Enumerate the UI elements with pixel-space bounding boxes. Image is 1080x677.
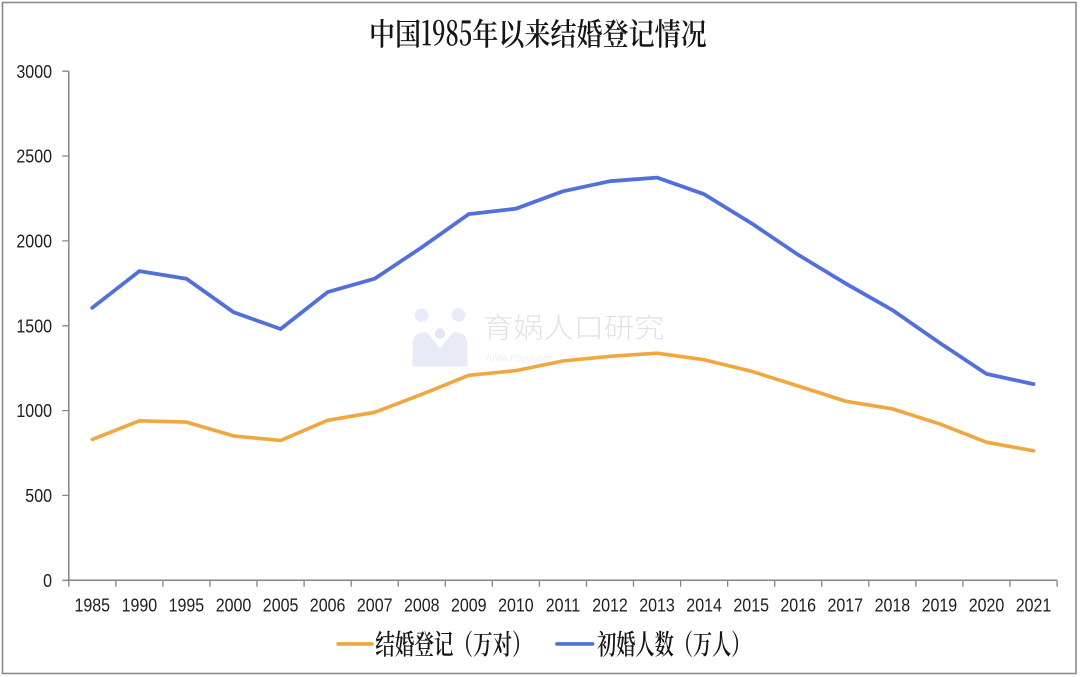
svg-text:2006: 2006: [310, 596, 346, 616]
svg-text:2009: 2009: [451, 596, 487, 616]
svg-text:0: 0: [43, 571, 52, 591]
svg-text:2020: 2020: [969, 596, 1005, 616]
svg-text:2008: 2008: [404, 596, 440, 616]
svg-text:2014: 2014: [686, 596, 722, 616]
svg-text:500: 500: [25, 486, 52, 506]
svg-text:2018: 2018: [875, 596, 911, 616]
svg-text:2021: 2021: [1016, 596, 1052, 616]
svg-text:2013: 2013: [639, 596, 675, 616]
svg-text:1990: 1990: [122, 596, 158, 616]
svg-text:2012: 2012: [592, 596, 628, 616]
svg-text:1500: 1500: [16, 317, 52, 337]
svg-text:1995: 1995: [169, 596, 205, 616]
svg-text:2000: 2000: [16, 232, 52, 252]
svg-text:2015: 2015: [733, 596, 769, 616]
svg-text:2011: 2011: [546, 596, 580, 616]
svg-text:2007: 2007: [357, 596, 393, 616]
svg-text:YuWa Population: YuWa Population: [484, 353, 553, 363]
svg-text:2019: 2019: [922, 596, 958, 616]
svg-text:2000: 2000: [216, 596, 252, 616]
svg-text:3000: 3000: [16, 62, 52, 82]
svg-text:2010: 2010: [498, 596, 534, 616]
svg-text:2016: 2016: [780, 596, 816, 616]
svg-text:2500: 2500: [16, 147, 52, 167]
svg-text:1985: 1985: [75, 596, 111, 616]
svg-text:1000: 1000: [16, 401, 52, 421]
svg-text:2005: 2005: [263, 596, 299, 616]
svg-text:2017: 2017: [828, 596, 864, 616]
